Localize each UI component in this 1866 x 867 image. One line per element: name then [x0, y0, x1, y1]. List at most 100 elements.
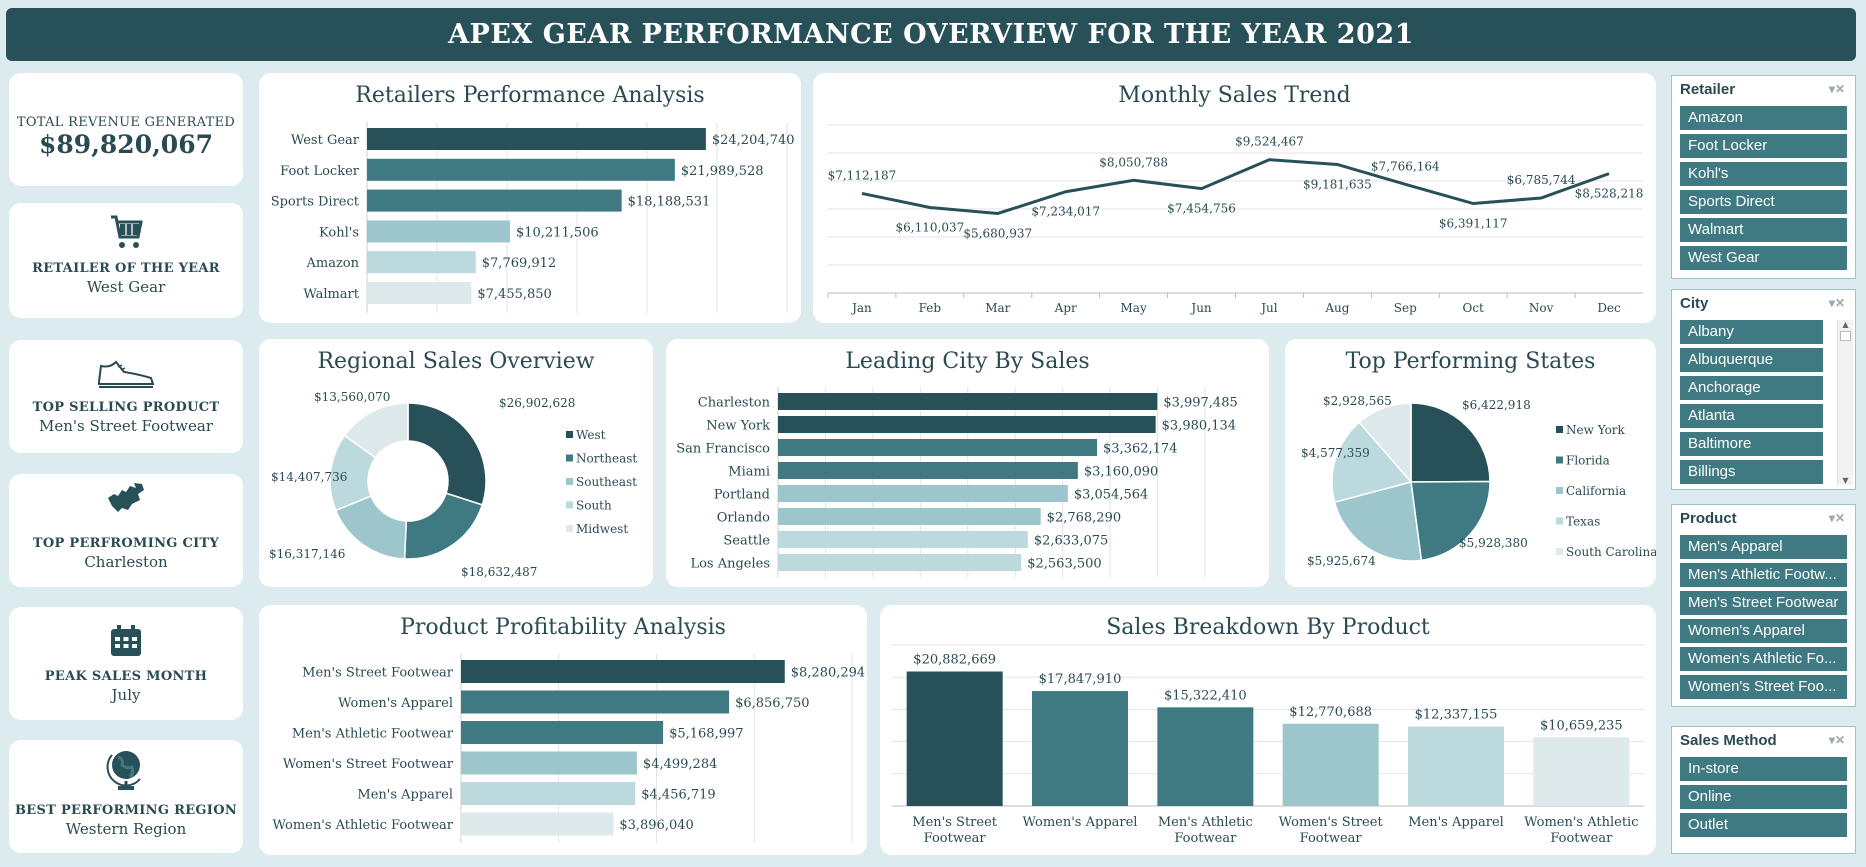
data-label: $3,160,090 — [1084, 465, 1158, 480]
data-label: $6,856,750 — [735, 696, 809, 711]
data-label: $12,337,155 — [1415, 708, 1498, 723]
slicer-item[interactable]: Women's Street Foo... — [1680, 675, 1847, 699]
dashboard-title: APEX GEAR PERFORMANCE OVERVIEW FOR THE Y… — [6, 8, 1856, 61]
category-label: Miami — [728, 465, 770, 480]
category-label: Men's Street Footwear — [302, 666, 454, 681]
tick-label: Dec — [1597, 301, 1621, 315]
scroll-up-icon[interactable]: ▲ — [1842, 320, 1849, 329]
data-label: $2,563,500 — [1027, 557, 1101, 572]
bar — [778, 554, 1022, 571]
slicer-item[interactable]: Foot Locker — [1680, 134, 1847, 158]
kpi-value: West Gear — [86, 278, 166, 296]
clear-filter-icon[interactable]: ▾✕ — [1828, 296, 1845, 310]
tick-label: Mar — [985, 301, 1010, 315]
pie-slice — [407, 402, 487, 506]
data-label: $6,110,037 — [896, 220, 965, 234]
category-label: Men's Athletic Footwear — [292, 727, 454, 742]
bar — [778, 416, 1156, 433]
slicer-item[interactable]: Men's Apparel — [1680, 535, 1847, 559]
scroll-down-icon[interactable]: ▼ — [1842, 476, 1849, 485]
tick-label: Oct — [1463, 301, 1485, 315]
pie-slice — [1358, 402, 1412, 485]
data-label: $5,680,937 — [963, 226, 1032, 240]
slicer-item[interactable]: Kohl's — [1680, 162, 1847, 186]
category-label: Los Angeles — [690, 557, 770, 572]
slicer-retailer: Retailer ▾✕ Amazon Foot Locker Kohl's Sports… — [1671, 75, 1856, 279]
slicer-item[interactable]: Men's Athletic Footw... — [1680, 563, 1847, 587]
slicer-item[interactable]: Sports Direct — [1680, 190, 1847, 214]
data-label: $18,632,487 — [461, 565, 537, 579]
data-label: $10,211,506 — [516, 225, 599, 240]
chart-title: Retailers Performance Analysis — [355, 83, 705, 108]
bar — [367, 189, 622, 212]
slicer-item[interactable]: Atlanta — [1680, 404, 1823, 428]
column-bar — [1533, 737, 1630, 806]
slicer-sales-method: Sales Method ▾✕ In-store Online Outlet — [1671, 726, 1856, 854]
slicer-item[interactable]: Outlet — [1680, 813, 1847, 837]
bar — [367, 158, 675, 181]
data-label: $3,054,564 — [1074, 488, 1148, 503]
tick-label: Feb — [919, 301, 942, 315]
tick-label: Aug — [1324, 301, 1349, 315]
states-pie-chart: $6,422,918 New York $5,928,380 Florida $5,92… — [1301, 394, 1656, 568]
slicer-item[interactable]: Women's Athletic Fo... — [1680, 647, 1847, 671]
calendar-icon — [111, 625, 141, 656]
pie-slice — [1410, 402, 1491, 483]
bar — [461, 751, 637, 775]
legend-entry: New York — [1566, 423, 1626, 437]
slicer-item[interactable]: Amazon — [1680, 106, 1847, 130]
legend-swatch — [566, 525, 573, 532]
bar — [778, 393, 1158, 410]
kpi-top-product: TOP SELLING PRODUCT Men's Street Footwea… — [9, 340, 243, 453]
scroll-thumb[interactable] — [1840, 331, 1851, 341]
profit-bar-chart: Men's Street Footwear $8,280,294 Women's A… — [273, 654, 865, 843]
data-label: $6,422,918 — [1462, 398, 1531, 412]
kpi-value: $89,820,067 — [39, 130, 213, 159]
slicer-item[interactable]: Online — [1680, 785, 1847, 809]
data-label: $12,770,688 — [1289, 705, 1372, 720]
clear-filter-icon[interactable]: ▾✕ — [1828, 82, 1845, 96]
category-label: Women's Apparel — [338, 696, 453, 711]
slicer-item[interactable]: West Gear — [1680, 246, 1847, 270]
clear-filter-icon[interactable]: ▾✕ — [1828, 511, 1845, 525]
category-label: Kohl's — [319, 225, 359, 240]
column-bar — [1408, 726, 1504, 806]
monthly-line-chart: $7,112,187 Jan $6,110,037 Feb $5,680,937 Mar $… — [827, 124, 1643, 315]
slicer-product: Product ▾✕ Men's Apparel Men's Athletic Fo… — [1671, 504, 1856, 707]
slicer-item[interactable]: Walmart — [1680, 218, 1847, 242]
data-label: $2,633,075 — [1034, 534, 1108, 549]
shopping-cart-icon — [111, 215, 143, 248]
tick-label: Nov — [1529, 301, 1554, 315]
data-label: $4,577,359 — [1301, 446, 1370, 460]
category-label: Charleston — [698, 396, 771, 411]
kpi-total-revenue: TOTAL REVENUE GENERATED $89,820,067 — [9, 73, 243, 186]
legend-entry: California — [1566, 484, 1626, 498]
data-label: $5,928,380 — [1459, 536, 1528, 550]
kpi-retailer-of-year: RETAILER OF THE YEAR West Gear — [9, 203, 243, 318]
slicer-item[interactable]: Albuquerque — [1680, 348, 1823, 372]
slicer-item[interactable]: Albany — [1680, 320, 1823, 344]
slicer-item[interactable]: Baltimore — [1680, 432, 1823, 456]
slicer-title: City — [1680, 295, 1709, 312]
slicer-scrollbar[interactable]: ▲ ▼ — [1837, 320, 1853, 485]
clear-filter-icon[interactable]: ▾✕ — [1828, 733, 1845, 747]
slicer-item[interactable]: Men's Street Footwear — [1680, 591, 1847, 615]
profit-chart-card: Product Profitability Analysis Men's Str… — [259, 605, 867, 855]
data-label: $20,882,669 — [913, 653, 996, 668]
category-label: New York — [706, 419, 770, 434]
slicer-title: Sales Method — [1680, 732, 1777, 749]
monthly-chart-card: Monthly Sales Trend $7,112,187 Jan $6,110,… — [813, 73, 1656, 323]
slicer-item[interactable]: In-store — [1680, 757, 1847, 781]
bar — [367, 251, 476, 274]
tick-label: Sep — [1394, 301, 1417, 315]
slicer-item[interactable]: Billings — [1680, 460, 1823, 484]
chart-title: Regional Sales Overview — [317, 349, 595, 374]
slicer-item[interactable]: Women's Apparel — [1680, 619, 1847, 643]
data-label: $13,560,070 — [314, 390, 390, 404]
tick-label: Men's Athletic — [1158, 815, 1253, 830]
states-chart-card: Top Performing States $6,422,918 New York… — [1285, 339, 1656, 587]
data-label: $7,769,912 — [482, 256, 556, 271]
tick-label: Jan — [850, 301, 872, 315]
legend-swatch — [1556, 456, 1563, 464]
slicer-item[interactable]: Anchorage — [1680, 376, 1823, 400]
